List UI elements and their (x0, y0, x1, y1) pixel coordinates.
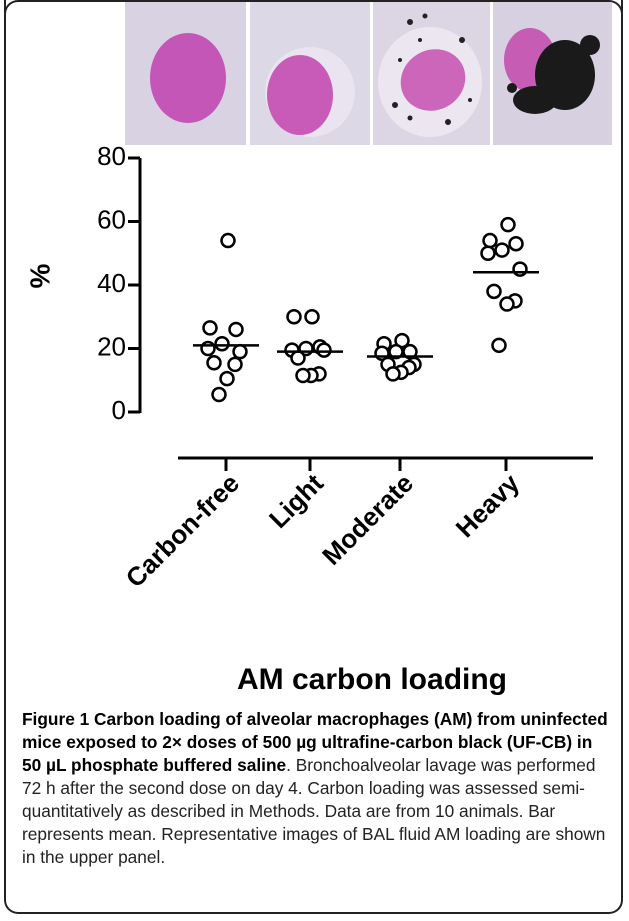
data-point (211, 386, 227, 403)
data-point (295, 367, 311, 384)
data-point (227, 356, 243, 373)
data-point (482, 232, 498, 249)
data-point (385, 366, 401, 382)
y-axis-title: % (24, 263, 55, 288)
data-point (491, 337, 507, 354)
x-axis-title: AM carbon loading (237, 663, 507, 696)
data-point (228, 321, 244, 338)
y-tick-label: 80 (97, 141, 126, 171)
data-point (512, 261, 528, 277)
x-tick-label: Moderate (316, 468, 419, 571)
data-point (202, 320, 218, 336)
carbon-particles (507, 35, 600, 114)
caption-title: Figure 1 Carbon loading of alveolar macr… (22, 709, 608, 775)
caption: Figure 1 Carbon loading of alveolar macr… (22, 708, 614, 869)
y-tick-label: 60 (97, 204, 126, 234)
micrograph-panel (125, 2, 612, 145)
nucleus (150, 33, 226, 123)
data-point (486, 283, 502, 300)
data-point (206, 355, 222, 371)
y-tick-label: 0 (112, 395, 126, 425)
frame (4, 0, 623, 914)
data-point (508, 235, 524, 252)
data-point (499, 296, 515, 312)
data-point (500, 216, 516, 233)
data-point (286, 309, 302, 325)
chart: % AM carbon loading 0 20 40 60 80 Carbon-free… (24, 2, 612, 696)
data-point (494, 242, 510, 258)
nucleus (400, 49, 466, 111)
data-point (220, 232, 236, 249)
data-point (480, 245, 496, 261)
data-point (290, 350, 306, 366)
data-point (232, 343, 248, 360)
data-point (316, 342, 332, 358)
y-tick-label: 20 (97, 331, 126, 361)
data-point (200, 340, 216, 357)
y-tick-label: 40 (97, 268, 126, 298)
caption-text: . Bronchoalveolar lavage was performed 7… (22, 755, 606, 867)
x-tick-label: Heavy (450, 468, 526, 544)
data-point (304, 309, 320, 325)
carbon-particles (392, 13, 472, 125)
data-point (219, 370, 235, 387)
data-point (214, 335, 230, 352)
x-tick-label: Carbon-free (120, 468, 245, 593)
nucleus (267, 55, 333, 135)
x-tick-label: Light (263, 468, 329, 534)
